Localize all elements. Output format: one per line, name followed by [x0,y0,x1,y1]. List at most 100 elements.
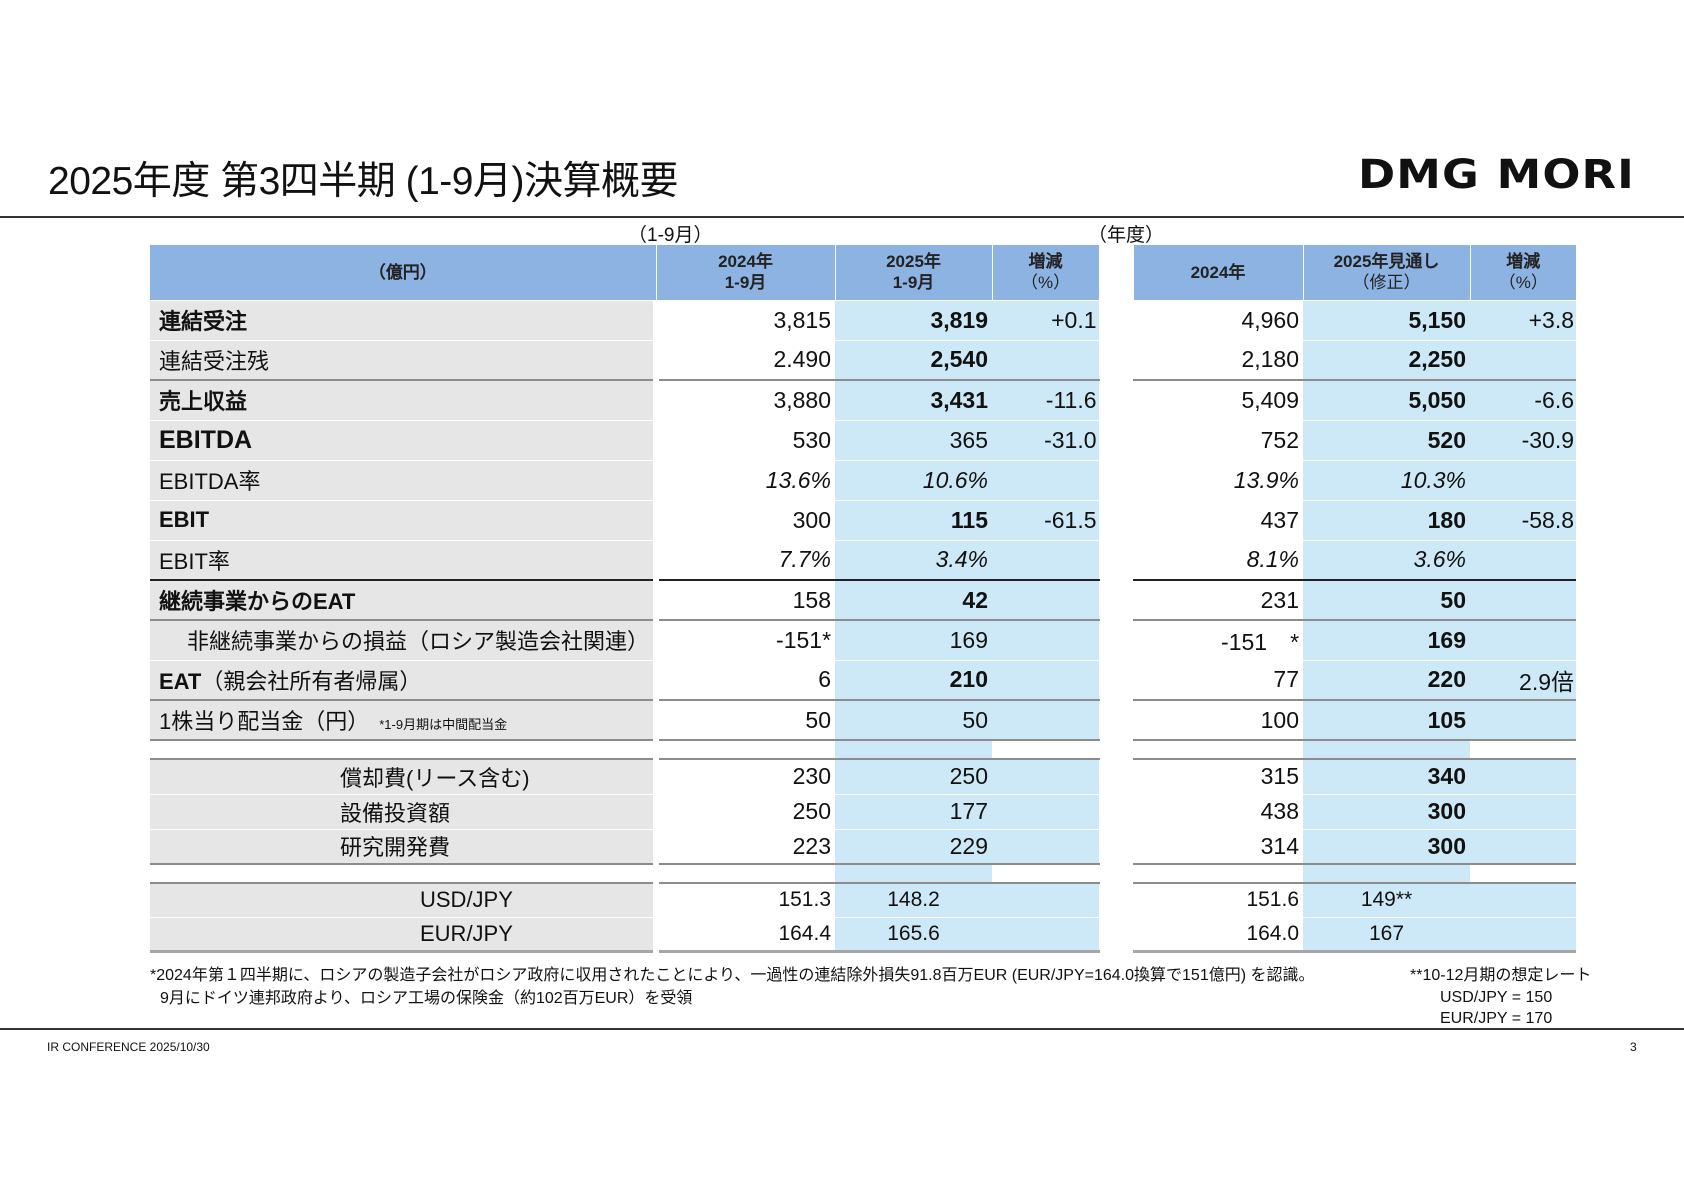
cell-2024-year: 5,409 [1133,379,1304,420]
cell-change-year: -58.8 [1470,499,1577,540]
spacer-cell [835,739,993,759]
cell-change-1-9: -11.6 [992,379,1100,420]
cell-2025-1-9: 10.6% [835,459,993,500]
rate-note-eur: EUR/JPY = 170 [1440,1010,1553,1027]
cell-2024-1-9: 230 [656,758,836,794]
cell-change-year: +3.8 [1470,299,1577,340]
row-label-text: 連結受注 [159,309,248,334]
cell-change-1-9 [992,619,1100,660]
cell-2024-1-9: 6 [656,659,836,700]
cell-change-1-9 [992,916,1100,953]
cell-2024-year: 314 [1133,828,1304,864]
cell-change-1-9 [992,828,1100,864]
financial-summary-table: （億円） 2024年 1-9月 2025年 1-9月 増減 （%） 2024年 202… [150,245,1577,953]
spacer-cell [1470,739,1577,759]
cell-2024-1-9: 3,880 [656,379,836,420]
table-gap [1098,883,1134,917]
spacer-cell [656,863,836,883]
cell-2025-forecast: 180 [1303,499,1471,540]
cell-change-1-9 [992,699,1100,740]
cell-2024-year: 151.6 [1133,882,1304,917]
cell-change-1-9 [992,459,1100,500]
spacer-cell [992,863,1100,883]
row-label: 1株当り配当金（円） *1-9月期は中間配当金 [150,699,660,740]
cell-change-1-9 [992,579,1100,620]
table-gap [1098,759,1134,794]
cell-2024-1-9: 223 [656,828,836,864]
cell-2025-1-9: 3.4% [835,539,993,580]
row-label: EBIT [150,499,660,540]
cell-2024-year: 752 [1133,419,1304,460]
cell-change-year [1470,699,1577,740]
cell-change-1-9 [992,539,1100,580]
cell-2025-forecast: 5,050 [1303,379,1471,420]
table-row: 設備投資額 250 177 438 300 [150,793,1577,829]
row-label: EBITDA [150,419,660,460]
table-row: 非継続事業からの損益（ロシア製造会社関連） -151* 169 -151 * 169 [150,619,1577,660]
cell-2025-1-9: 50 [835,699,993,740]
cell-2025-forecast: 149** [1303,882,1471,917]
header-change-right: 増減 （%） [1469,245,1577,300]
spacer-cell [1303,863,1471,883]
dmg-mori-logo: DMG MORI [1358,152,1635,198]
table-row: 1株当り配当金（円） *1-9月期は中間配当金 50 50 100 105 [150,699,1577,740]
cell-2025-1-9: 250 [835,758,993,794]
row-label-text: USD/JPY [420,887,513,913]
cell-2024-1-9: 250 [656,793,836,829]
period-label-left: （1-9月） [628,225,713,246]
cell-change-year [1470,828,1577,864]
table-gap [1098,794,1134,829]
row-label-text: 研究開発費 [340,835,451,861]
spacer-cell [1303,739,1471,759]
row-label-text: 設備投資額 [340,800,451,826]
spacer-cell [1098,864,1134,883]
spacer-cell [835,863,993,883]
spacer-cell [150,739,660,759]
cell-2025-1-9: 177 [835,793,993,829]
header-2024-1-9: 2024年 1-9月 [655,245,836,300]
table-row: 連結受注残 2.490 2,540 2,180 2,250 [150,339,1577,380]
header-gap [1098,245,1134,300]
cell-2025-1-9: 42 [835,579,993,620]
cell-2025-1-9: 148.2 [835,882,993,917]
cell-2024-year: 4,960 [1133,299,1304,340]
cell-change-1-9: -31.0 [992,419,1100,460]
cell-2025-forecast: 220 [1303,659,1471,700]
cell-2024-1-9: 7.7% [656,539,836,580]
cell-2024-1-9: 151.3 [656,882,836,917]
rate-note-title: **10-12月期の想定レート [1410,967,1592,984]
cell-2025-1-9: 2,540 [835,339,993,380]
cell-change-year [1470,758,1577,794]
table-row: EAT（親会社所有者帰属） 6 210 77 220 2.9倍 [150,659,1577,700]
spacer-cell [1133,863,1304,883]
page-title: 2025年度 第3四半期 (1-9月)決算概要 [48,160,678,203]
header-2025-1-9: 2025年 1-9月 [834,245,993,300]
table-row: 償却費(リース含む) 230 250 315 340 [150,758,1577,794]
cell-change-year: -30.9 [1470,419,1577,460]
row-label: EBIT率 [150,539,660,580]
row-label: 継続事業からのEAT [150,579,660,620]
header-2024-year: 2024年 [1132,245,1304,300]
cell-change-1-9 [992,339,1100,380]
table-header-row: （億円） 2024年 1-9月 2025年 1-9月 増減 （%） 2024年 202… [150,245,1577,300]
cell-change-year [1470,539,1577,580]
cell-2024-1-9: 13.6% [656,459,836,500]
cell-2025-1-9: 365 [835,419,993,460]
row-label-text: EBITDA率 [159,469,261,494]
header-unit: （億円） [150,245,657,300]
cell-2024-1-9: 3,815 [656,299,836,340]
cell-2024-year: 164.0 [1133,916,1304,953]
table-gap [1098,829,1134,864]
cell-change-year [1470,579,1577,620]
cell-2024-1-9: 50 [656,699,836,740]
row-label: 償却費(リース含む) [150,758,660,794]
header-2025-forecast: 2025年見通し （修正） [1302,245,1471,300]
cell-2025-forecast: 50 [1303,579,1471,620]
row-label-text: 非継続事業からの損益（ロシア製造会社関連） [187,629,650,655]
table-row: EBITDA率 13.6% 10.6% 13.9% 10.3% [150,459,1577,500]
cell-change-year: 2.9倍 [1470,659,1577,700]
cell-2024-1-9: 300 [656,499,836,540]
rate-note-usd: USD/JPY = 150 [1440,989,1553,1006]
cell-change-year [1470,793,1577,829]
table-row: 連結受注 3,815 3,819 +0.1 4,960 5,150 +3.8 [150,299,1577,340]
